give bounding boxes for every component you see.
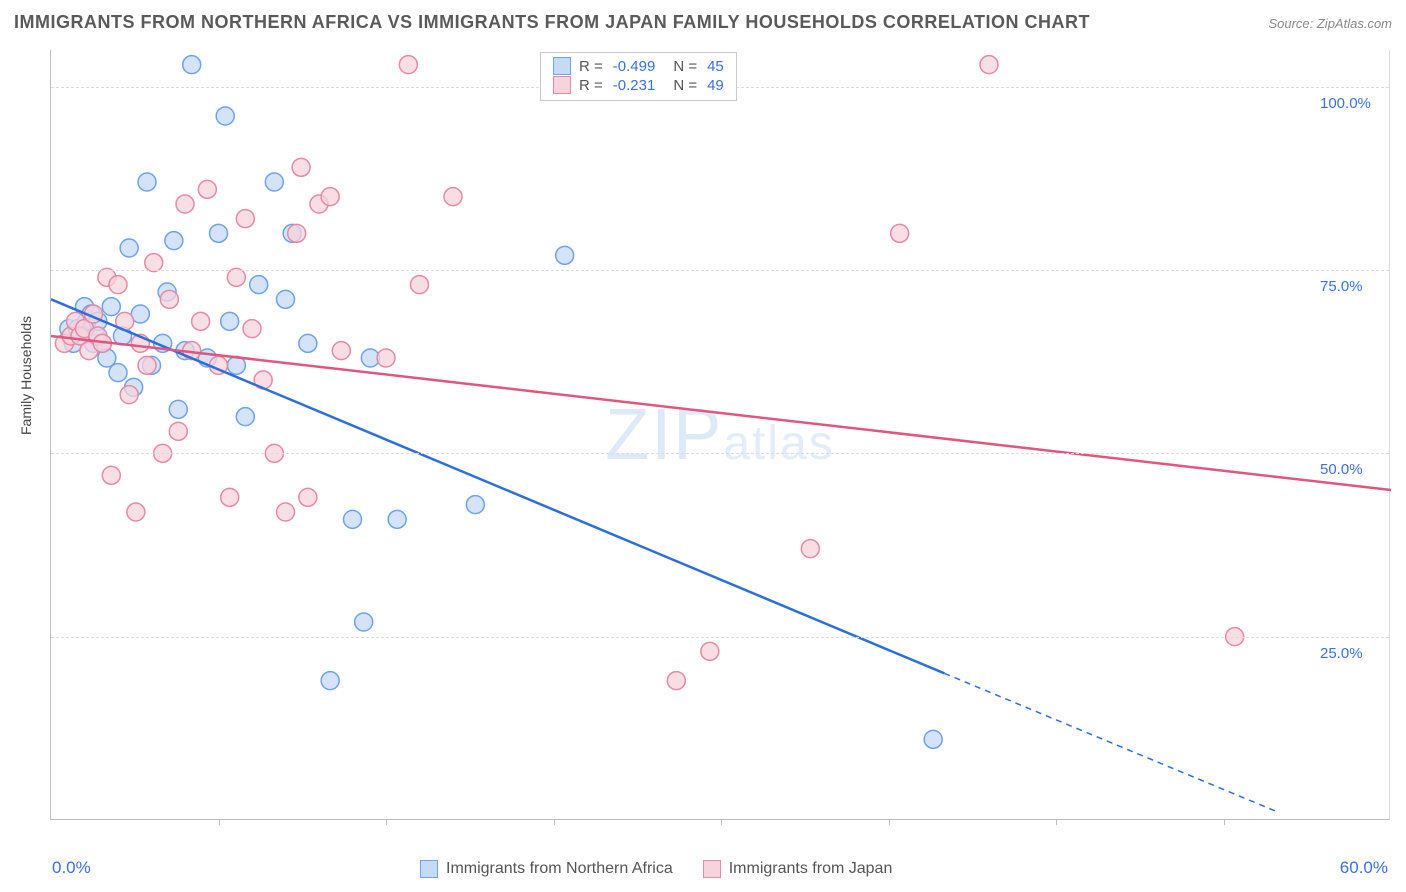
data-point xyxy=(399,56,417,74)
data-point xyxy=(321,672,339,690)
gridline xyxy=(51,637,1389,638)
data-point xyxy=(102,298,120,316)
y-tick-label: 75.0% xyxy=(1320,278,1363,295)
legend-r-value: -0.499 xyxy=(613,58,656,75)
data-point xyxy=(556,246,574,264)
data-point xyxy=(127,503,145,521)
legend-stat-row: R = -0.231 N = 49 xyxy=(553,76,724,94)
data-point xyxy=(236,210,254,228)
data-point xyxy=(109,364,127,382)
legend-r-value: -0.231 xyxy=(613,77,656,94)
data-point xyxy=(355,613,373,631)
legend-r-label: R = xyxy=(579,58,603,75)
data-point xyxy=(701,642,719,660)
data-point xyxy=(221,312,239,330)
legend-series-item: Immigrants from Japan xyxy=(703,860,893,878)
legend-swatch xyxy=(553,57,571,75)
x-tick xyxy=(889,819,890,825)
data-point xyxy=(466,496,484,514)
data-point xyxy=(667,672,685,690)
correlation-chart: IMMIGRANTS FROM NORTHERN AFRICA VS IMMIG… xyxy=(0,0,1406,892)
data-point xyxy=(102,466,120,484)
x-axis-max-label: 60.0% xyxy=(1340,858,1388,878)
x-tick xyxy=(1224,819,1225,825)
data-point xyxy=(924,730,942,748)
data-point xyxy=(277,503,295,521)
legend-n-label: N = xyxy=(673,77,697,94)
data-point xyxy=(377,349,395,367)
x-tick xyxy=(554,819,555,825)
data-point xyxy=(292,158,310,176)
data-point xyxy=(411,276,429,294)
regression-line xyxy=(51,299,944,673)
data-point xyxy=(332,342,350,360)
plot-area: ZIPatlas xyxy=(50,50,1390,820)
data-point xyxy=(169,400,187,418)
data-point xyxy=(299,488,317,506)
y-tick-label: 50.0% xyxy=(1320,461,1363,478)
data-point xyxy=(138,173,156,191)
legend-series-label: Immigrants from Northern Africa xyxy=(446,860,673,878)
data-point xyxy=(265,173,283,191)
legend-r-label: R = xyxy=(579,77,603,94)
x-tick xyxy=(721,819,722,825)
data-point xyxy=(344,510,362,528)
gridline xyxy=(51,270,1389,271)
legend-stats: R = -0.499 N = 45 R = -0.231 N = 49 xyxy=(540,52,737,101)
y-tick-label: 25.0% xyxy=(1320,645,1363,662)
legend-series-item: Immigrants from Northern Africa xyxy=(420,860,673,878)
data-point xyxy=(444,188,462,206)
data-point xyxy=(288,224,306,242)
data-point xyxy=(120,239,138,257)
data-point xyxy=(236,408,254,426)
data-point xyxy=(198,180,216,198)
data-point xyxy=(120,386,138,404)
legend-series: Immigrants from Northern Africa Immigrant… xyxy=(420,860,892,878)
data-point xyxy=(221,488,239,506)
legend-series-label: Immigrants from Japan xyxy=(729,860,893,878)
chart-title: IMMIGRANTS FROM NORTHERN AFRICA VS IMMIG… xyxy=(14,12,1090,33)
data-point xyxy=(192,312,210,330)
data-point xyxy=(145,254,163,272)
chart-source: Source: ZipAtlas.com xyxy=(1268,16,1392,31)
plot-svg xyxy=(51,50,1389,819)
legend-swatch xyxy=(553,76,571,94)
legend-n-value: 49 xyxy=(707,77,724,94)
gridline xyxy=(51,453,1389,454)
data-point xyxy=(243,320,261,338)
data-point xyxy=(891,224,909,242)
data-point xyxy=(388,510,406,528)
x-tick xyxy=(386,819,387,825)
data-point xyxy=(277,290,295,308)
y-axis-title: Family Households xyxy=(18,316,34,435)
legend-stat-row: R = -0.499 N = 45 xyxy=(553,57,724,75)
x-axis-min-label: 0.0% xyxy=(52,858,91,878)
x-tick xyxy=(1056,819,1057,825)
data-point xyxy=(216,107,234,125)
regression-line-extrapolated xyxy=(944,673,1279,812)
data-point xyxy=(183,56,201,74)
data-point xyxy=(980,56,998,74)
data-point xyxy=(210,224,228,242)
data-point xyxy=(299,334,317,352)
y-tick-label: 100.0% xyxy=(1320,95,1371,112)
data-point xyxy=(250,276,268,294)
data-point xyxy=(176,195,194,213)
data-point xyxy=(227,268,245,286)
data-point xyxy=(109,276,127,294)
legend-swatch xyxy=(420,860,438,878)
legend-n-value: 45 xyxy=(707,58,724,75)
legend-swatch xyxy=(703,860,721,878)
data-point xyxy=(801,540,819,558)
legend-n-label: N = xyxy=(673,58,697,75)
x-tick xyxy=(219,819,220,825)
data-point xyxy=(160,290,178,308)
data-point xyxy=(165,232,183,250)
data-point xyxy=(321,188,339,206)
data-point xyxy=(138,356,156,374)
data-point xyxy=(169,422,187,440)
